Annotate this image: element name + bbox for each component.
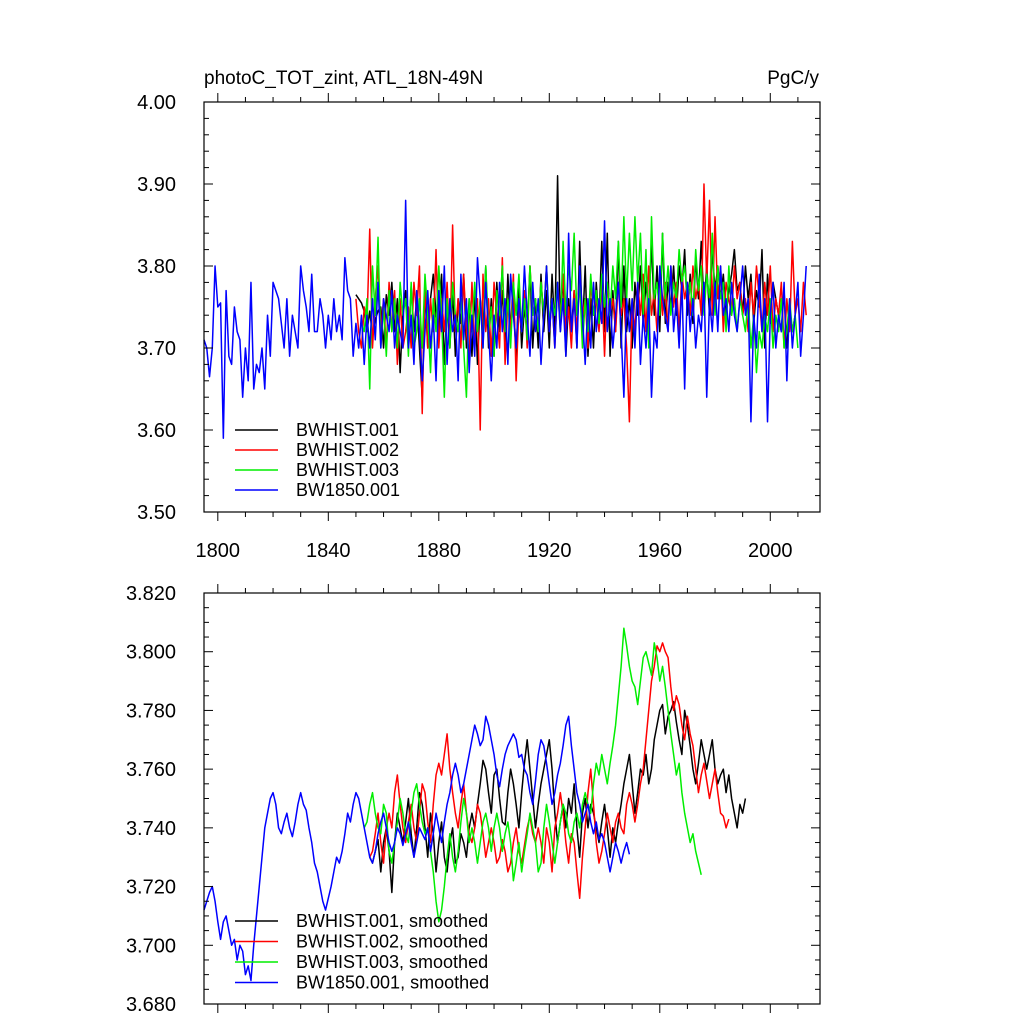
legend-label: BWHIST.003, smoothed	[296, 952, 488, 972]
chart-title: photoC_TOT_zint, ATL_18N-49N	[204, 68, 483, 89]
y-tick-label: 4.00	[137, 92, 176, 114]
x-tick-label: 1800	[196, 540, 241, 562]
y-tick-label: 3.90	[137, 174, 176, 196]
x-tick-label: 1960	[638, 540, 683, 562]
panel-top: photoC_TOT_zint, ATL_18N-49N PgC/y 3.503…	[137, 68, 821, 562]
x-tick-label: 1840	[306, 540, 351, 562]
legend-label: BWHIST.002	[296, 440, 399, 460]
x-tick-label: 1880	[417, 540, 462, 562]
series-group	[203, 175, 807, 439]
x-tick-label: 1920	[527, 540, 572, 562]
legend-label: BWHIST.003	[296, 460, 399, 480]
legend-label: BWHIST.001	[296, 420, 399, 440]
legend-label: BWHIST.001, smoothed	[296, 911, 488, 931]
y-tick-label: 3.740	[126, 818, 176, 840]
y-tick-label: 3.800	[126, 642, 176, 664]
y-tick-label: 3.820	[126, 583, 176, 605]
y-tick-label: 3.60	[137, 420, 176, 442]
series-line-bw1850-001	[203, 199, 807, 439]
y-tick-label: 3.50	[137, 502, 176, 524]
y-tick-label: 3.720	[126, 877, 176, 899]
plot-area-top: 3.50 3.60 3.70 3.80 3.90 4.00 1800 1840 1880 1920…	[137, 92, 821, 562]
units-label: PgC/y	[767, 68, 819, 89]
series-line-bwhist-002-smoothed	[369, 642, 730, 900]
panel-bottom: 3.680 3.700 3.720 3.740 3.760 3.780 3.800 3.820…	[126, 583, 821, 1016]
series-group	[203, 627, 747, 982]
legend-label: BW1850.001	[296, 480, 400, 500]
series-line-bw1850-001-smoothed	[203, 715, 631, 982]
y-tick-label: 3.70	[137, 338, 176, 360]
series-line-bwhist-003-smoothed	[363, 627, 702, 923]
plot-area-bottom: 3.680 3.700 3.720 3.740 3.760 3.780 3.800 3.820…	[126, 583, 821, 1016]
x-tick-label: 2000	[748, 540, 793, 562]
y-tick-label: 3.760	[126, 759, 176, 781]
legend-label: BWHIST.002, smoothed	[296, 932, 488, 952]
y-tick-label: 3.680	[126, 994, 176, 1016]
plot-frame	[203, 101, 821, 513]
legend-label: BW1850.001, smoothed	[296, 973, 489, 993]
y-tick-label: 3.780	[126, 700, 176, 722]
y-tick-label: 3.80	[137, 256, 176, 278]
y-tick-label: 3.700	[126, 935, 176, 957]
